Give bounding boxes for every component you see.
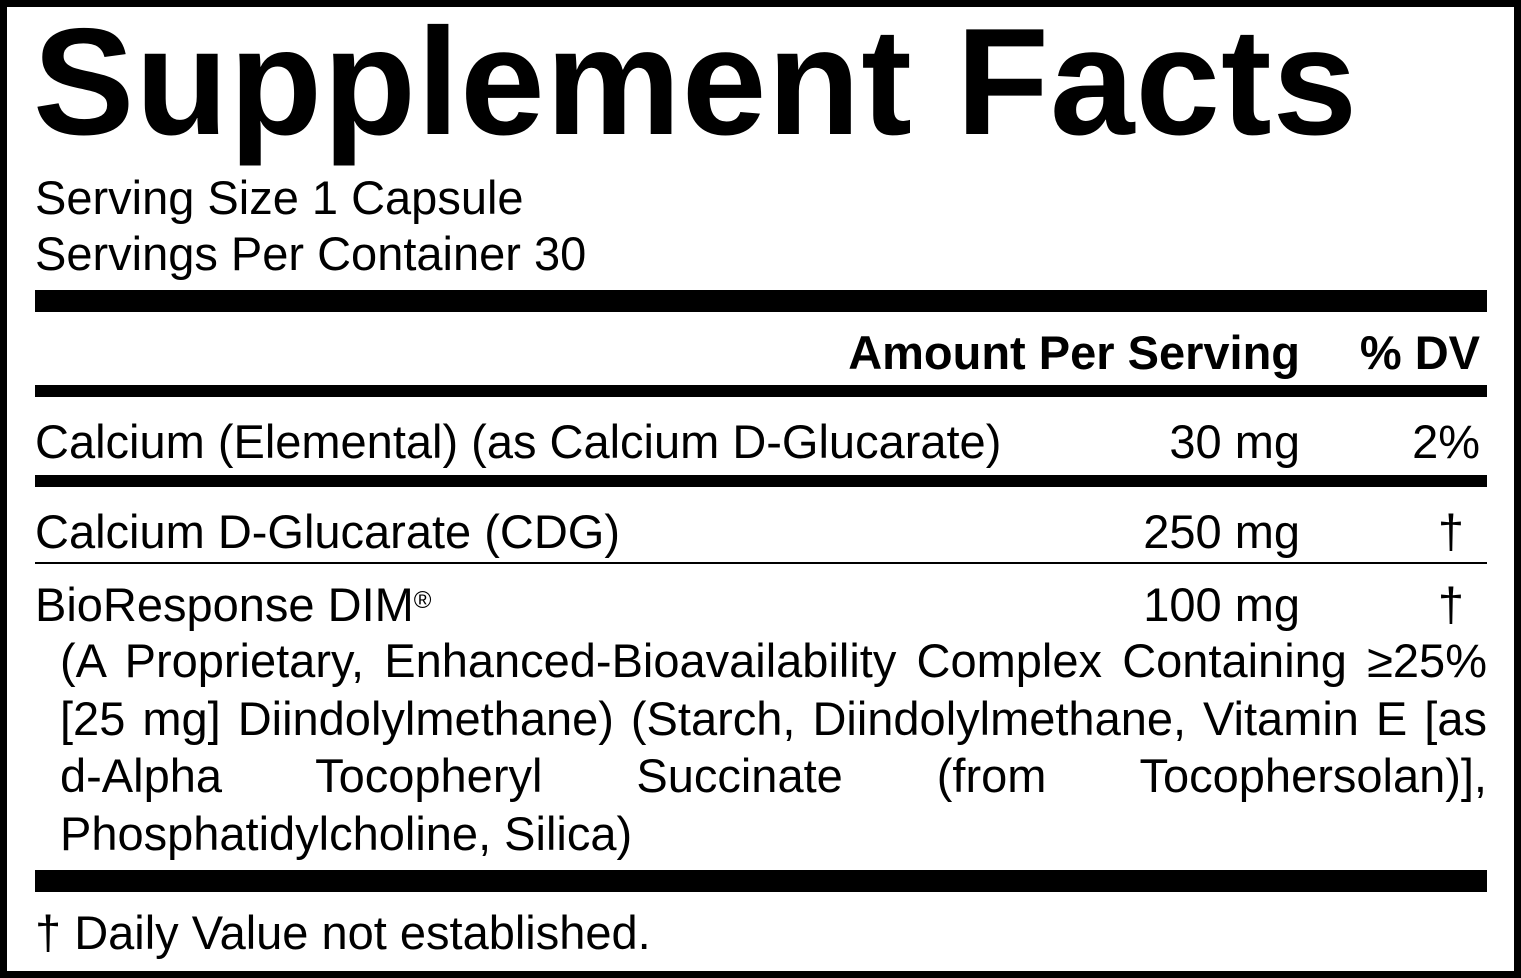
ingredient-description: (A Proprietary, Enhanced-Bioavailability… — [60, 634, 1487, 860]
row-dv: 2% — [1412, 415, 1480, 468]
row-amount: 250 mg — [1143, 505, 1300, 558]
registered-mark: ® — [413, 587, 432, 614]
thick-divider — [35, 870, 1487, 892]
footnote: † Daily Value not established. — [35, 906, 651, 959]
row-name: BioResponse DIM® — [35, 577, 431, 633]
thin-divider — [35, 562, 1487, 564]
serving-size: Serving Size 1 Capsule — [35, 171, 524, 224]
label-title: Supplement Facts — [33, 0, 1359, 167]
medium-divider — [35, 475, 1487, 487]
row-dv: † — [1437, 505, 1464, 558]
medium-divider — [35, 385, 1487, 397]
dv-header: % DV — [1359, 326, 1480, 379]
row-name: Calcium D-Glucarate (CDG) — [35, 505, 620, 558]
row-amount: 30 mg — [1169, 415, 1300, 468]
row-dv: † — [1437, 578, 1464, 631]
row-name: Calcium (Elemental) (as Calcium D-Glucar… — [35, 415, 1002, 468]
row-amount: 100 mg — [1143, 578, 1300, 631]
thick-divider — [35, 290, 1487, 312]
servings-per-container: Servings Per Container 30 — [35, 227, 587, 280]
row-name-text: BioResponse DIM — [35, 578, 414, 631]
amount-header: Amount Per Serving — [848, 326, 1300, 379]
